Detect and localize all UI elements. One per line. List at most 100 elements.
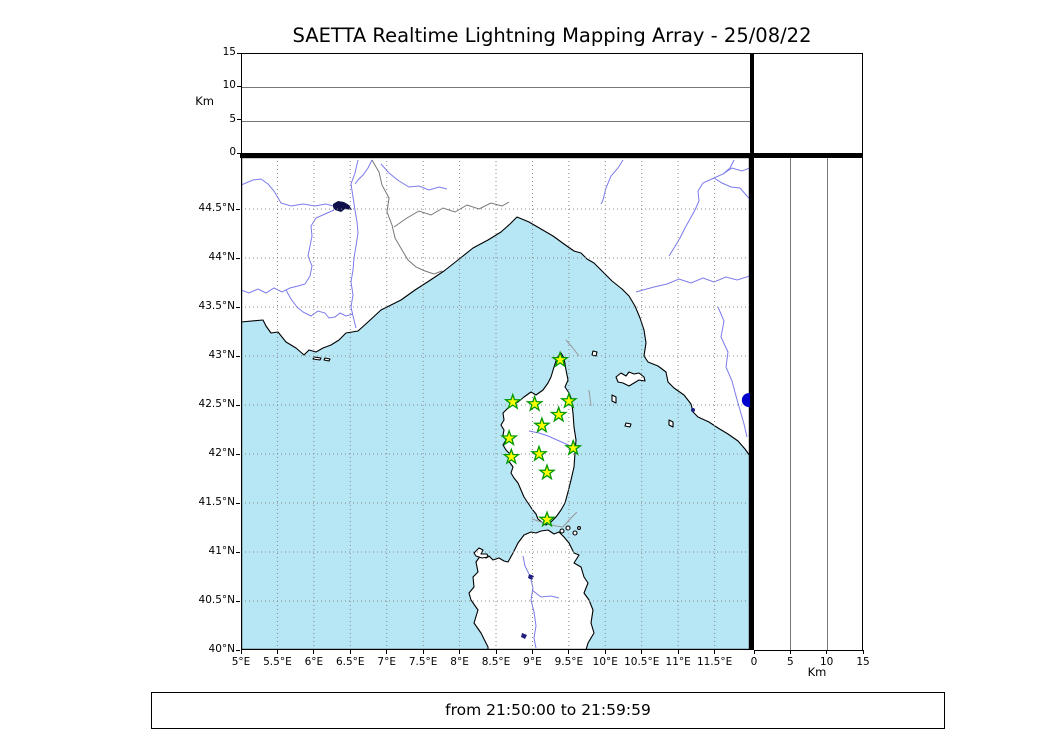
lon-tickmark xyxy=(276,650,278,654)
island-asinara xyxy=(473,547,489,559)
altitude-gridline-5km xyxy=(242,120,751,122)
lagoon-argentario xyxy=(691,408,695,412)
river-var xyxy=(350,159,359,329)
map-panel xyxy=(241,157,750,650)
altitude-gridline-10km xyxy=(826,157,828,650)
lightning-event-marker xyxy=(741,393,750,408)
river-durance-lower xyxy=(241,209,335,294)
river-arno xyxy=(635,275,750,293)
island-sardinia xyxy=(468,529,595,650)
lat-tickmark xyxy=(236,208,240,210)
sea-line-bastia xyxy=(588,389,592,407)
altitude-gridline-5km xyxy=(790,157,792,650)
lon-tick-label: 6.5°E xyxy=(335,656,365,668)
island-maddalena-4 xyxy=(577,526,581,530)
lake-sardinia-1 xyxy=(528,574,534,580)
altitude-latitude-panel xyxy=(754,157,863,651)
lon-tick-label: 11°E xyxy=(665,656,691,668)
lon-tickmark xyxy=(677,650,679,654)
alt-top-tick-label: 15 xyxy=(222,46,236,58)
station-star-marker-7 xyxy=(500,428,519,447)
altitude-histogram-panel xyxy=(754,53,863,154)
station-star-marker-1 xyxy=(551,350,570,368)
sea-line-capcorse xyxy=(565,339,580,357)
island-elba xyxy=(615,371,646,387)
island-maddalena-3 xyxy=(572,530,578,536)
lat-tickmark xyxy=(236,306,240,308)
river-trebbia-branch xyxy=(713,177,750,200)
lon-tickmark xyxy=(568,650,570,654)
island-maddalena-2 xyxy=(565,525,571,531)
map-grid xyxy=(241,157,750,650)
lat-tick-label: 43.5°N xyxy=(198,300,235,312)
alt-right-tick-label: 0 xyxy=(750,656,758,668)
river-po-edge xyxy=(722,167,750,175)
lat-tick-label: 41.5°N xyxy=(198,496,235,508)
lon-tickmark xyxy=(240,650,242,654)
lat-tick-label: 43°N xyxy=(208,349,235,361)
lat-tickmark xyxy=(236,404,240,406)
alt-top-tick-label: 5 xyxy=(229,112,236,125)
river-verdon xyxy=(285,289,354,319)
lon-tick-label: 6°E xyxy=(304,656,324,668)
lon-tickmark xyxy=(422,650,424,654)
island-pianosa xyxy=(624,422,632,428)
lon-tickmark xyxy=(641,650,643,654)
island-capraia xyxy=(611,394,617,404)
borders-layer xyxy=(371,159,510,275)
lon-tickmark xyxy=(459,650,461,654)
island-hyeres-1 xyxy=(312,356,322,361)
lat-tickmark xyxy=(236,453,240,455)
lat-tick-label: 41°N xyxy=(208,545,235,557)
island-maddalena-1 xyxy=(559,528,565,534)
river-var-branch xyxy=(354,159,373,185)
border-piedmont-liguria xyxy=(393,201,510,228)
island-giglio xyxy=(668,419,674,428)
lon-tick-label: 5°E xyxy=(231,656,251,668)
altitude-zero-axis-vertical xyxy=(749,53,754,650)
alt-top-tick-label: 10 xyxy=(222,79,236,92)
event-layer xyxy=(741,393,750,408)
station-star-marker-8 xyxy=(564,438,583,456)
river-golo xyxy=(528,430,574,448)
lon-tick-label: 10.5°E xyxy=(624,656,660,668)
lat-tick-label: 44.5°N xyxy=(198,202,235,214)
altitude-gridline-10km xyxy=(242,87,751,89)
lon-tick-label: 11.5°E xyxy=(696,656,733,668)
station-star-marker-6 xyxy=(532,416,551,434)
station-star-marker-5 xyxy=(549,405,568,423)
rivers-layer xyxy=(241,159,750,649)
border-france-italy xyxy=(371,159,443,275)
altitude-longitude-panel xyxy=(241,53,751,154)
station-star-marker-10 xyxy=(530,444,548,462)
lon-tickmark xyxy=(714,650,716,654)
stations-layer xyxy=(500,350,583,528)
river-sardinia-1 xyxy=(522,555,537,649)
lon-tickmark xyxy=(495,650,497,654)
lat-tick-label: 42.5°N xyxy=(198,398,235,410)
alt-right-tick-label: 5 xyxy=(786,656,794,668)
alt-top-tick-label: 0 xyxy=(229,146,236,158)
station-star-marker-3 xyxy=(525,394,544,412)
lon-tickmark xyxy=(313,650,315,654)
lon-tickmark xyxy=(604,650,606,654)
lat-tickmark xyxy=(236,355,240,357)
river-po-tributary xyxy=(600,159,624,205)
lon-tick-label: 5.5°E xyxy=(263,656,292,668)
lon-tick-label: 8°E xyxy=(450,656,469,668)
river-alpine xyxy=(380,163,448,191)
altitude-zero-axis-horizontal xyxy=(240,153,863,158)
lon-tickmark xyxy=(349,650,351,654)
lon-tick-label: 9°E xyxy=(523,656,542,668)
altitude-axis-unit-label-right: Km xyxy=(807,665,827,679)
river-sardinia-2 xyxy=(531,589,560,599)
island-hyeres-2 xyxy=(323,357,331,362)
lat-tick-label: 40°N xyxy=(208,643,235,655)
lon-tick-label: 10°E xyxy=(592,656,618,668)
altitude-axis-unit-label-left: Km xyxy=(195,94,214,108)
lon-tick-label: 8.5°E xyxy=(481,656,511,668)
lat-tickmark xyxy=(236,502,240,504)
river-durance xyxy=(241,178,334,207)
station-star-marker-2 xyxy=(503,392,522,410)
station-star-marker-9 xyxy=(502,447,521,465)
